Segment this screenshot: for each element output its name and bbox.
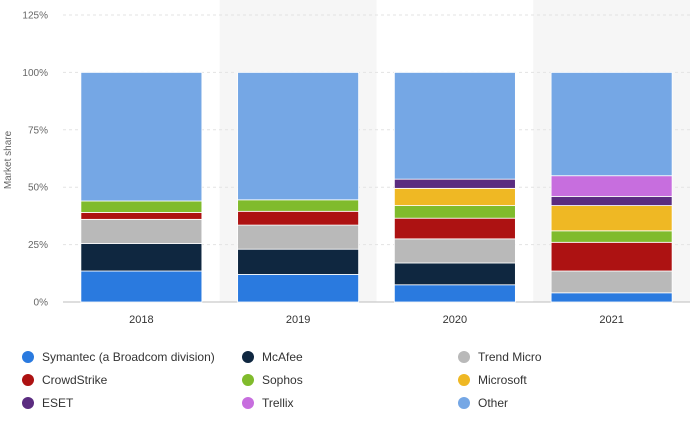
legend-label: CrowdStrike — [42, 373, 108, 387]
bar-segment — [393, 238, 516, 264]
legend-marker — [22, 397, 34, 409]
bar-segment — [550, 292, 673, 303]
legend-item[interactable]: Trend Micro — [458, 348, 542, 366]
bar-segment — [237, 210, 360, 226]
legend-label: ESET — [42, 396, 74, 410]
bar-segment — [393, 262, 516, 286]
y-tick-label: 125% — [22, 11, 48, 22]
bar-segment — [80, 218, 203, 244]
stacked-bar-chart: 0% 25% 50% 75% 100% 125% 2018 2019 2020 2021 Mar… — [3, 10, 690, 326]
bar-segment — [393, 284, 516, 303]
legend-item[interactable]: ESET — [22, 394, 73, 412]
x-axis-ticks: 2018 2019 2020 2021 — [129, 314, 624, 326]
legend-label: McAfee — [262, 350, 303, 364]
legend-label: Other — [478, 396, 509, 410]
bar-segment — [80, 270, 203, 303]
x-tick-label: 2019 — [286, 314, 310, 326]
bar-segment — [237, 199, 360, 212]
legend-item[interactable]: CrowdStrike — [22, 371, 107, 389]
x-tick-label: 2021 — [599, 314, 623, 326]
legend-item[interactable]: Trellix — [242, 394, 294, 412]
bar-segment — [237, 224, 360, 250]
legend-label: Sophos — [262, 373, 303, 387]
legend-item[interactable]: Symantec (a Broadcom division) — [22, 348, 215, 366]
bar-segment — [237, 248, 360, 275]
legend-marker — [22, 374, 34, 386]
legend-label: Trend Micro — [478, 350, 542, 364]
bar-segment — [393, 217, 516, 240]
bar-segment — [237, 274, 360, 303]
bar-segment — [393, 178, 516, 189]
x-tick-label: 2018 — [129, 314, 153, 326]
legend-label: Trellix — [262, 396, 294, 410]
bar-segment — [550, 241, 673, 272]
legend-marker — [242, 351, 254, 363]
bar-segment — [550, 72, 673, 177]
bar-segment — [80, 243, 203, 272]
legend-marker — [458, 351, 470, 363]
legend-label: Microsoft — [478, 373, 527, 387]
bar-segment — [550, 230, 673, 243]
y-tick-label: 50% — [28, 183, 48, 194]
bar-segment — [550, 205, 673, 232]
legend-item[interactable]: McAfee — [242, 348, 303, 366]
bar-segment — [80, 200, 203, 213]
legend-item[interactable]: Sophos — [242, 371, 303, 389]
legend-item[interactable]: Other — [458, 394, 508, 412]
bar-segment — [393, 72, 516, 180]
bar-segment — [550, 195, 673, 206]
legend-marker — [22, 351, 34, 363]
bar-segment — [80, 212, 203, 220]
bar-segment — [550, 175, 673, 197]
legend-marker — [458, 374, 470, 386]
bar-segment — [393, 187, 516, 206]
x-tick-label: 2020 — [443, 314, 467, 326]
y-axis-title: Market share — [3, 130, 14, 189]
y-tick-label: 25% — [28, 240, 48, 251]
bar-segment — [237, 72, 360, 201]
bar-segment — [550, 270, 673, 294]
legend-label: Symantec (a Broadcom division) — [42, 350, 215, 364]
legend-marker — [242, 397, 254, 409]
bar-segment — [393, 205, 516, 219]
bar-segment — [80, 72, 203, 202]
legend-item[interactable]: Microsoft — [458, 371, 527, 389]
legend-marker — [458, 397, 470, 409]
y-tick-label: 100% — [22, 68, 48, 79]
y-tick-label: 0% — [34, 298, 49, 309]
bars — [80, 72, 673, 303]
legend: Symantec (a Broadcom division) McAfee Tren… — [0, 340, 697, 420]
y-axis-ticks: 0% 25% 50% 75% 100% 125% — [22, 11, 48, 309]
y-tick-label: 75% — [28, 125, 48, 136]
legend-marker — [242, 374, 254, 386]
